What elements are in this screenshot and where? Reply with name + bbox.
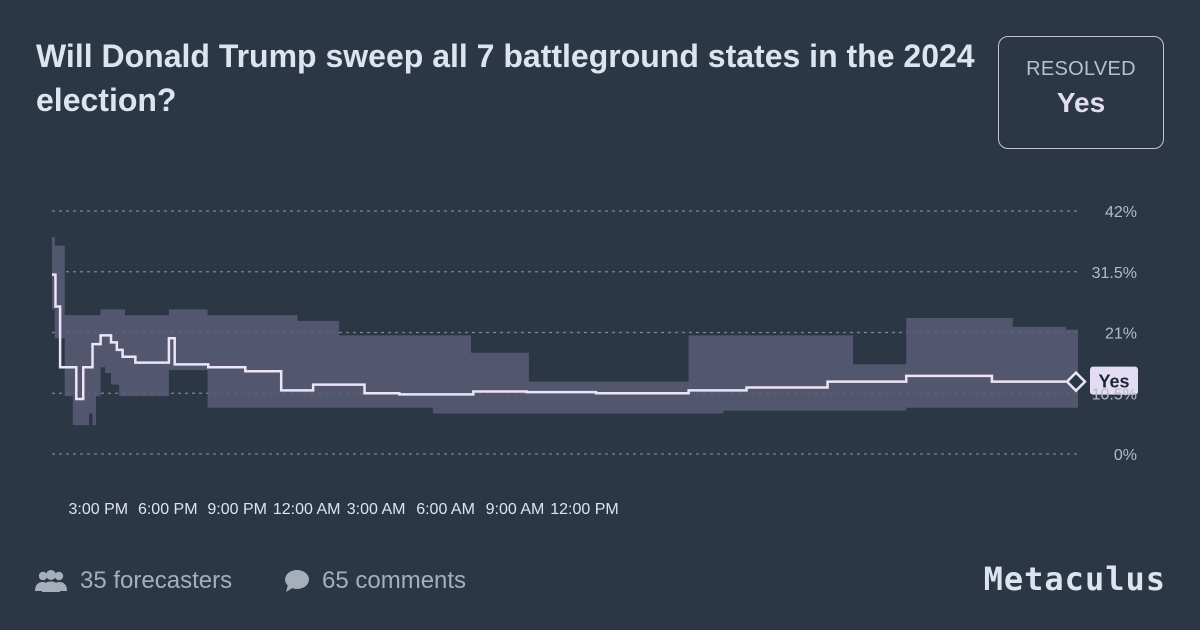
comments-count: 65 comments [284, 565, 466, 597]
resolution-label: RESOLVED [1026, 58, 1136, 80]
forecasters-count: 35 forecasters [34, 565, 232, 597]
x-tick-label: 9:00 PM [207, 501, 267, 518]
x-tick-label: 6:00 PM [138, 501, 198, 518]
resolution-label-box [1090, 366, 1138, 395]
x-tick-label: 6:00 AM [416, 501, 475, 518]
question-title: Will Donald Trump sweep all 7 battlegrou… [36, 38, 975, 118]
forecast-series-line [52, 273, 1066, 401]
resolution-badge: RESOLVED Yes [998, 36, 1164, 149]
x-axis-ticks: 3:00 PM 6:00 PM 9:00 PM 12:00 AM 3:00 AM 6:00… [69, 501, 619, 518]
resolution-diamond-icon [1065, 370, 1087, 393]
x-tick-label: 3:00 AM [347, 501, 406, 518]
y-axis-ticks: 42% 31.5% 21% 10.5% 0% [1092, 204, 1137, 464]
forecast-line [52, 273, 1066, 401]
x-tick-label: 12:00 AM [273, 501, 341, 518]
x-tick-label: 12:00 PM [550, 501, 618, 518]
forecasters-label: 35 forecasters [80, 567, 233, 594]
uncertainty-band-area [52, 237, 1078, 426]
resolution-value: Yes [1056, 87, 1106, 118]
y-tick-label: 10.5% [1092, 386, 1137, 403]
metaculus-logo: Metaculus [983, 560, 1166, 598]
uncertainty-band [52, 237, 1078, 426]
forecast-chart: Yes 42% 31.5% 21% 10.5% 0% 3:00 PM 6:00 PM 9:0… [52, 204, 1138, 518]
resolution-marker: Yes [1065, 366, 1138, 395]
resolution-marker-label: Yes [1098, 372, 1129, 392]
y-tick-label: 31.5% [1092, 265, 1137, 282]
users-icon [35, 570, 67, 592]
y-tick-label: 0% [1114, 447, 1137, 464]
y-tick-label: 21% [1105, 326, 1137, 343]
y-tick-label: 42% [1105, 204, 1137, 221]
comment-icon [285, 570, 309, 592]
x-tick-label: 9:00 AM [486, 501, 545, 518]
comments-label: 65 comments [322, 567, 467, 594]
x-tick-label: 3:00 PM [69, 501, 129, 518]
